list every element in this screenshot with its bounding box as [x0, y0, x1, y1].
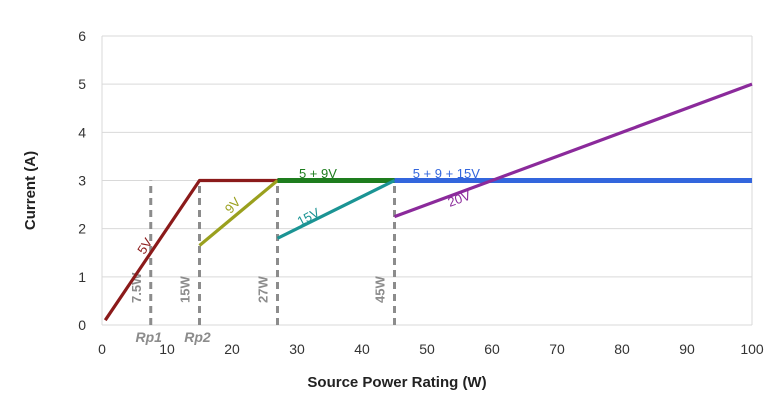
power-marker-label: 15W	[178, 276, 193, 303]
series-line	[198, 179, 279, 247]
series-label: 5 + 9V	[299, 166, 337, 181]
power-marker-label: 27W	[256, 276, 271, 303]
y-tick-label: 3	[78, 173, 86, 189]
rp-label: Rp1	[136, 329, 163, 345]
x-tick-label: 100	[740, 341, 764, 357]
x-tick-label: 20	[224, 341, 240, 357]
series-line	[276, 179, 396, 240]
y-tick-label: 5	[78, 76, 86, 92]
series-line	[103, 178, 278, 322]
x-tick-label: 30	[289, 341, 305, 357]
y-axis-title: Current (A)	[22, 151, 39, 230]
x-axis-title: Source Power Rating (W)	[307, 374, 486, 391]
y-tick-label: 1	[78, 269, 86, 285]
series-line	[393, 82, 753, 219]
series-label: 5V	[134, 235, 155, 257]
series-lines	[103, 82, 753, 322]
series-label: 20V	[446, 188, 473, 210]
y-tick-label: 6	[78, 28, 86, 44]
x-tick-label: 90	[679, 341, 695, 357]
y-tick-label: 2	[78, 221, 86, 237]
series-label: 15V	[295, 205, 323, 229]
y-tick-label: 4	[78, 124, 86, 140]
x-tick-label: 50	[419, 341, 435, 357]
x-tick-label: 70	[549, 341, 565, 357]
y-tick-label: 0	[78, 317, 86, 333]
rp-label: Rp2	[184, 329, 211, 345]
series-label: 5 + 9 + 15V	[413, 166, 481, 181]
x-tick-label: 80	[614, 341, 630, 357]
power-marker-label: 45W	[373, 276, 388, 303]
x-tick-label: 0	[98, 341, 106, 357]
x-tick-label: 60	[484, 341, 500, 357]
x-tick-label: 10	[159, 341, 175, 357]
x-tick-label: 40	[354, 341, 370, 357]
